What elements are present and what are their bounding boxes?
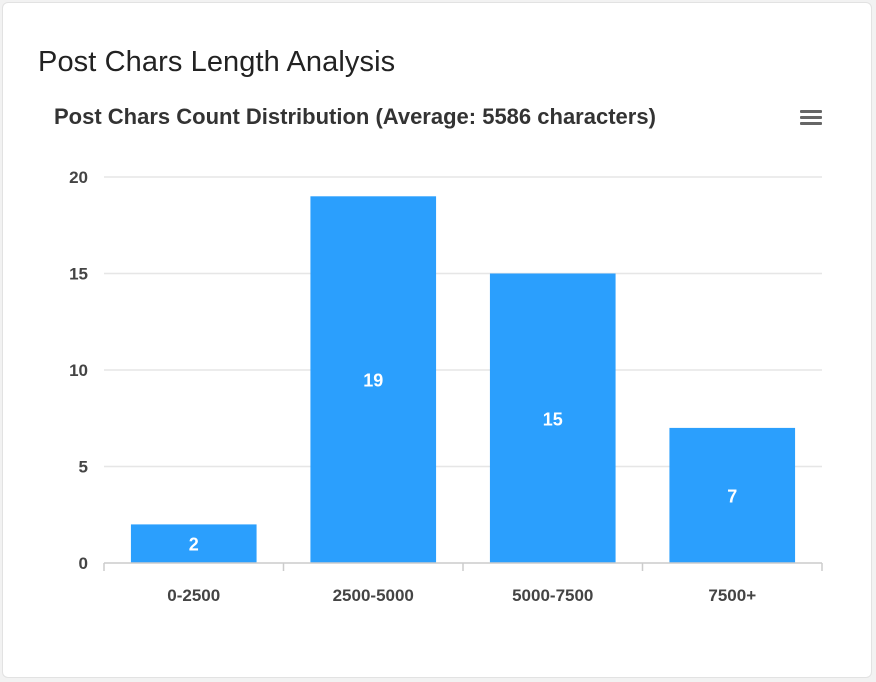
x-tick-label: 0-2500 [167,586,220,605]
bar[interactable] [669,427,796,563]
y-tick-label: 0 [79,554,88,573]
data-label: 2 [189,535,199,555]
y-tick-label: 15 [69,265,88,284]
bars: 2 19 15 7 [130,196,796,564]
card-title: Post Chars Length Analysis [38,46,396,78]
x-tick-label: 7500+ [708,586,756,605]
y-tick-label: 10 [69,361,88,380]
y-tick-label: 20 [69,168,88,187]
data-label: 7 [727,486,737,506]
bar[interactable] [489,273,616,564]
chart-title: Post Chars Count Distribution (Average: … [54,104,656,129]
x-tick-label: 2500-5000 [333,586,414,605]
axes: 0 5 10 15 20 0-2500 2500-5000 5000-7500 7500+ [69,168,823,605]
bar[interactable] [130,524,257,563]
y-tick-label: 5 [79,458,88,477]
data-label: 19 [363,371,383,391]
hamburger-menu-icon[interactable] [796,106,826,128]
x-tick-label: 5000-7500 [512,586,593,605]
gridlines [104,176,822,468]
bar[interactable] [310,196,437,564]
data-label: 15 [543,409,563,429]
